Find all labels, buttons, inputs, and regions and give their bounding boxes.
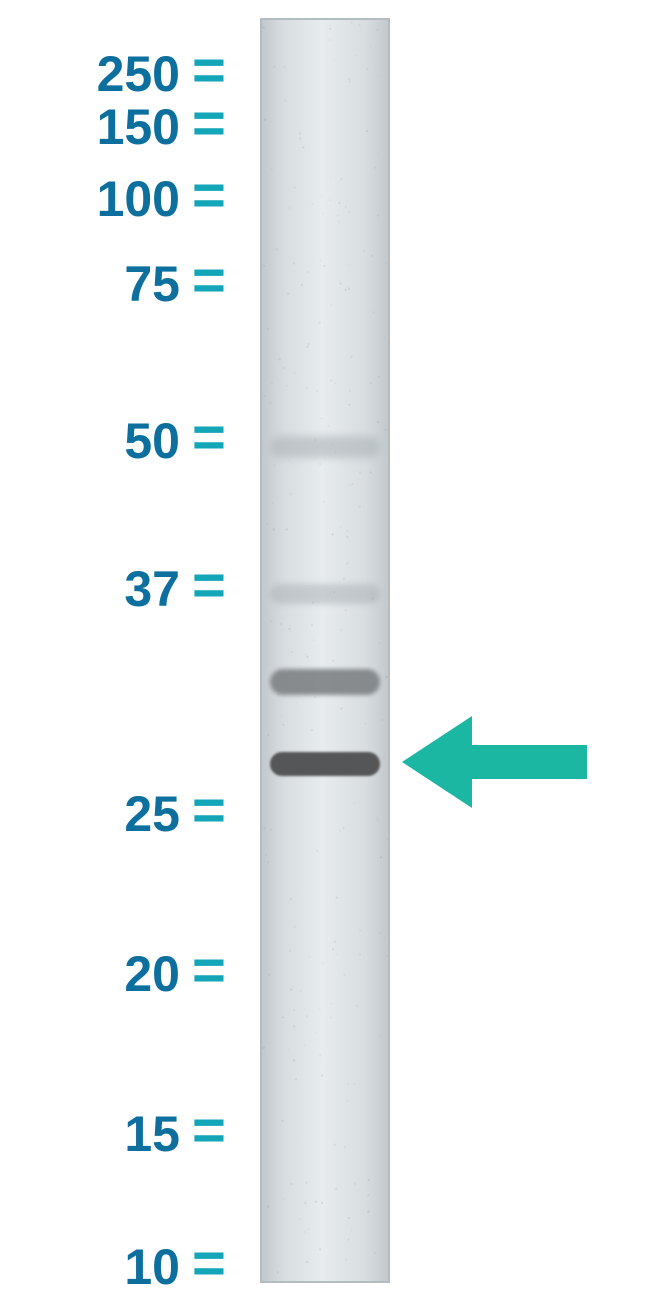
mw-tick: = — [192, 782, 226, 840]
mw-label: 250 — [0, 49, 180, 99]
mw-tick: = — [192, 1102, 226, 1160]
protein-band — [270, 436, 381, 458]
mw-label: 150 — [0, 102, 180, 152]
mw-tick: = — [192, 252, 226, 310]
mw-label: 15 — [0, 1109, 180, 1159]
mw-label: 10 — [0, 1242, 180, 1292]
mw-tick: = — [192, 95, 226, 153]
mw-label: 37 — [0, 564, 180, 614]
mw-tick: = — [192, 942, 226, 1000]
lane-noise — [262, 20, 388, 1281]
protein-band — [270, 752, 381, 776]
blot-lane — [260, 18, 390, 1283]
western-blot-figure: 250=150=100=75=50=37=25=20=15=10= — [0, 0, 650, 1300]
protein-band — [270, 669, 381, 695]
mw-label: 20 — [0, 949, 180, 999]
protein-band — [270, 584, 381, 604]
mw-label: 25 — [0, 789, 180, 839]
mw-label: 100 — [0, 174, 180, 224]
mw-label: 50 — [0, 416, 180, 466]
mw-label: 75 — [0, 259, 180, 309]
mw-tick: = — [192, 167, 226, 225]
arrow-shaft — [472, 745, 587, 779]
mw-tick: = — [192, 557, 226, 615]
mw-tick: = — [192, 1235, 226, 1293]
arrow-head-icon — [402, 716, 472, 808]
mw-tick: = — [192, 409, 226, 467]
